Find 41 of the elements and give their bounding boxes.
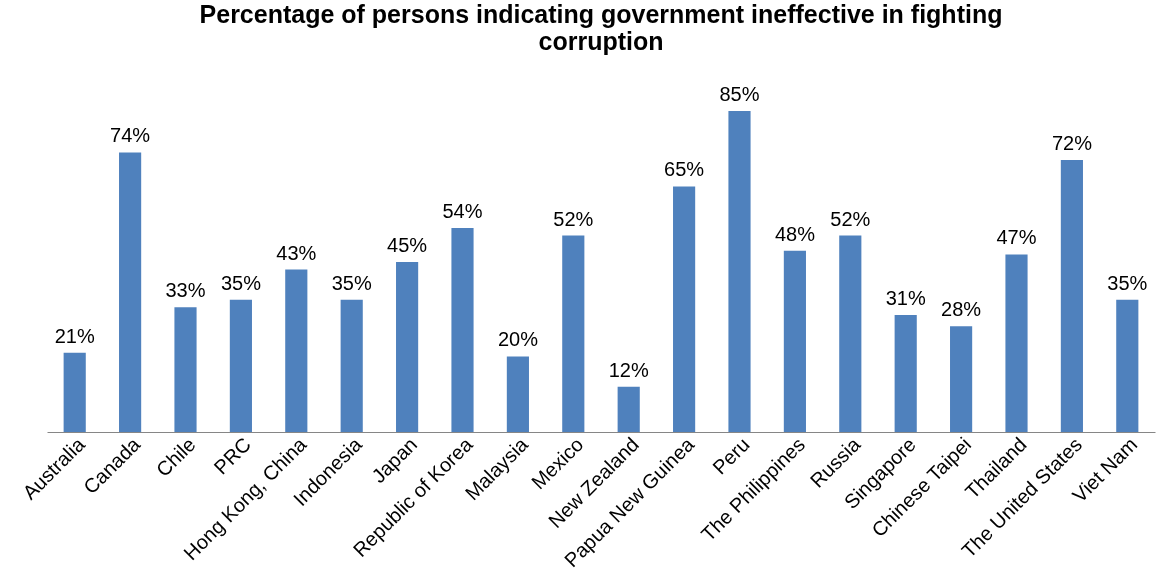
- data-label: 85%: [719, 82, 760, 105]
- data-label: 12%: [608, 358, 649, 381]
- bar: [229, 299, 252, 432]
- data-label: 35%: [1107, 271, 1148, 294]
- data-label: 21%: [54, 324, 95, 347]
- bar: [506, 356, 529, 432]
- data-label: 74%: [110, 124, 151, 147]
- data-label: 65%: [664, 158, 705, 181]
- data-label: 20%: [497, 328, 539, 351]
- data-label: 52%: [830, 207, 871, 230]
- data-label: 45%: [387, 234, 428, 256]
- bar: [340, 299, 363, 432]
- bar: [673, 186, 696, 432]
- bar: [1005, 254, 1028, 432]
- bar: [396, 262, 419, 432]
- bar: [1060, 160, 1083, 432]
- data-label: 35%: [220, 271, 262, 294]
- data-label: 31%: [885, 286, 926, 309]
- bar: [562, 235, 585, 432]
- bar: [119, 152, 142, 432]
- chart-title: Percentage of persons indicating government ineffective in fighting corruption: [199, 0, 1003, 55]
- bar: [783, 250, 806, 432]
- bar: [1116, 299, 1139, 432]
- bar: [728, 110, 751, 432]
- bar: [174, 307, 197, 432]
- data-label: 54%: [442, 200, 483, 222]
- bar: [950, 326, 973, 432]
- bar: [451, 228, 474, 432]
- data-label: 72%: [1051, 132, 1093, 154]
- bar: [63, 352, 86, 432]
- data-label: 33%: [165, 279, 206, 302]
- bar: [285, 269, 308, 432]
- data-label: 35%: [331, 271, 372, 294]
- data-label: 52%: [553, 207, 594, 230]
- bar: [839, 235, 862, 432]
- data-label: 47%: [996, 226, 1037, 249]
- data-label: 43%: [276, 241, 317, 264]
- bar: [617, 386, 640, 432]
- data-label: 48%: [774, 222, 816, 245]
- data-label: 28%: [941, 298, 982, 321]
- bar: [894, 314, 917, 432]
